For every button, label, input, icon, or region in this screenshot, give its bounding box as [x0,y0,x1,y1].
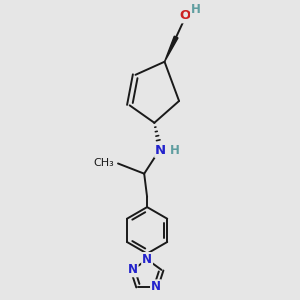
Text: N: N [151,280,161,293]
Text: O: O [180,9,191,22]
Polygon shape [164,36,178,62]
Text: N: N [142,253,152,266]
Text: N: N [155,144,166,157]
Text: CH₃: CH₃ [94,158,115,168]
Text: H: H [170,144,180,157]
Text: N: N [128,263,138,276]
Text: H: H [191,4,201,16]
